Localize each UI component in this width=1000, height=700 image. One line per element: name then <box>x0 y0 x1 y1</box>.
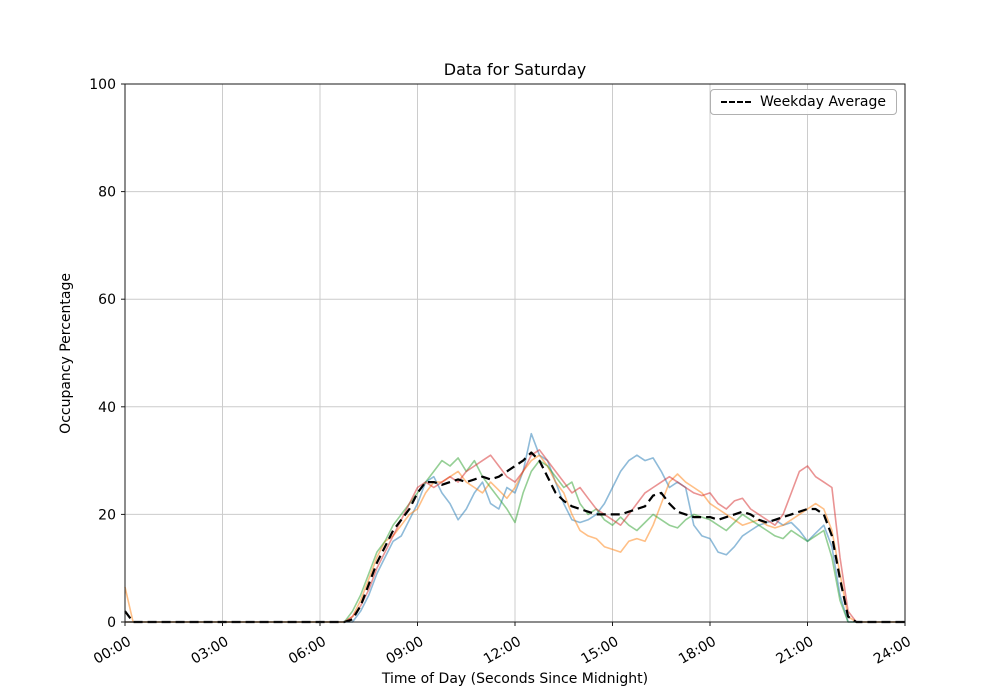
x-tick-label: 06:00 <box>286 634 329 668</box>
y-tick-label: 40 <box>98 400 116 416</box>
chart-title: Data for Saturday <box>443 60 587 79</box>
y-tick-label: 0 <box>107 615 116 631</box>
x-tick-label: 21:00 <box>774 634 817 668</box>
gridlines <box>124 83 906 623</box>
y-tick-label: 60 <box>98 292 116 308</box>
x-tick-label: 18:00 <box>676 634 719 668</box>
tick-labels: 00:00 03:00 06:00 09:00 12:00 15:00 18:00 21:00… <box>89 77 914 668</box>
y-tick-label: 80 <box>98 185 116 201</box>
y-tick-label: 20 <box>98 507 116 523</box>
x-tick-label: 03:00 <box>189 634 232 668</box>
x-tick-label: 24:00 <box>871 634 914 668</box>
dashed-line-swatch <box>720 101 751 103</box>
y-axis-label-wrap: Occupancy Percentage <box>58 84 74 622</box>
x-tick-label: 15:00 <box>579 634 622 668</box>
legend: Weekday Average <box>709 89 897 115</box>
x-tick-label: 00:00 <box>91 634 134 668</box>
y-axis-label: Occupancy Percentage <box>58 272 74 434</box>
x-tick-label: 09:00 <box>384 634 427 668</box>
series-weekday-average <box>124 451 905 624</box>
y-tick-label: 100 <box>89 77 116 93</box>
x-tick-label: 12:00 <box>481 634 524 668</box>
legend-label: Weekday Average <box>759 94 886 110</box>
x-axis-label: Time of Day (Seconds Since Midnight) <box>381 671 649 687</box>
